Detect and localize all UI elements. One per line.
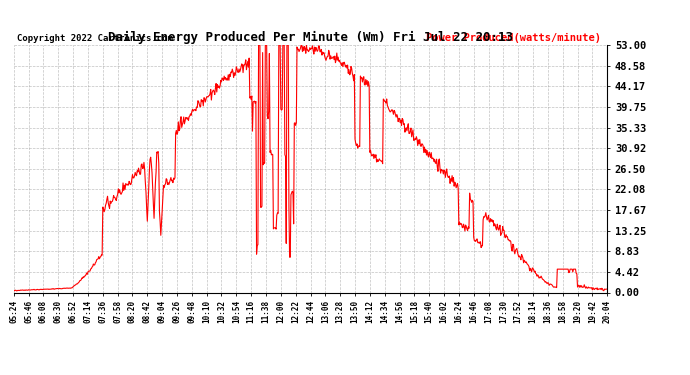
Text: Copyright 2022 Cartronics.com: Copyright 2022 Cartronics.com [17, 33, 172, 42]
Title: Daily Energy Produced Per Minute (Wm) Fri Jul 22 20:13: Daily Energy Produced Per Minute (Wm) Fr… [108, 31, 513, 44]
Text: Power Produced(watts/minute): Power Produced(watts/minute) [426, 33, 601, 42]
